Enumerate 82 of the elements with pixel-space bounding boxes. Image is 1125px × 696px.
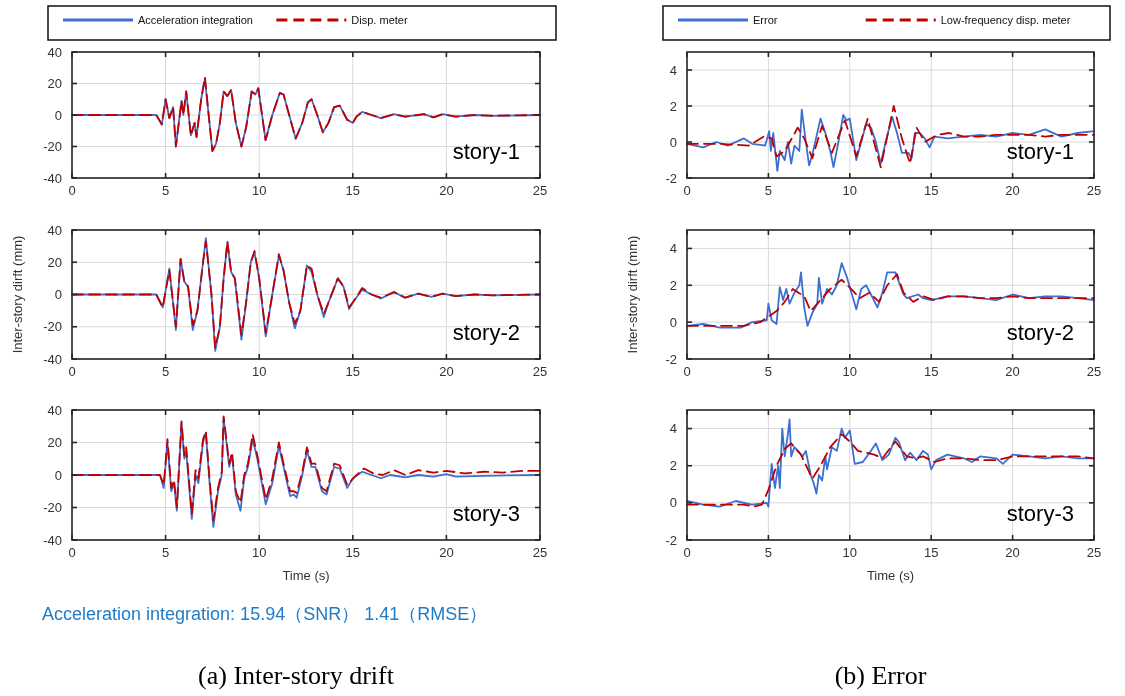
y-tick-label: 2 (669, 98, 677, 114)
x-tick-label: 10 (842, 364, 858, 379)
x-tick-label: 25 (532, 183, 548, 198)
x-tick-label: 5 (161, 183, 170, 198)
y-tick-label: 0 (54, 107, 62, 123)
y-tick-label: 4 (669, 240, 677, 256)
x-tick-label: 5 (161, 364, 170, 379)
x-tick-label: 0 (683, 183, 691, 198)
x-tick-label: 10 (842, 545, 858, 560)
x-tick-label: 0 (68, 364, 76, 379)
y-tick-label: -20 (43, 319, 62, 335)
y-tick-label: 0 (669, 495, 677, 511)
y-tick-label: 2 (669, 277, 677, 293)
x-tick-label: 25 (1086, 364, 1102, 379)
y-tick-label: -2 (665, 532, 677, 548)
x-tick-label: 0 (683, 545, 691, 560)
y-tick-label: 4 (669, 62, 677, 78)
y-tick-label: 40 (47, 44, 62, 60)
legend-label: Low-frequency disp. meter (940, 14, 1071, 26)
y-tick-label: 2 (669, 458, 677, 474)
y-tick-label: -20 (43, 500, 62, 515)
text: Acceleration integration: 15.94（SNR） 1.41（RMSE） (42, 604, 488, 624)
x-tick-label: 10 (842, 183, 858, 198)
text: (b) Error (834, 661, 927, 690)
annotation: story-2 (452, 319, 520, 345)
x-tick-label: 5 (161, 545, 170, 560)
y-tick-label: 20 (47, 254, 62, 270)
annotation: story-3 (452, 500, 520, 526)
text: (a) Inter-story drift (198, 661, 395, 690)
x-axis-title: Time (s) (866, 568, 915, 583)
y-tick-label: 40 (47, 222, 62, 238)
x-axis-title: Time (s) (282, 568, 330, 583)
legend-label: Acceleration integration (138, 14, 253, 26)
x-tick-label: 25 (1086, 545, 1102, 560)
annotation: story-3 (1006, 500, 1074, 526)
annotation: story-2 (1006, 319, 1074, 345)
x-tick-label: 20 (1005, 364, 1020, 379)
x-tick-label: 0 (68, 183, 76, 198)
y-tick-label: -20 (43, 139, 62, 154)
x-tick-label: 15 (345, 364, 361, 379)
y-tick-label: 0 (54, 287, 62, 302)
x-tick-label: 5 (764, 545, 773, 560)
y-tick-label: 4 (669, 421, 677, 437)
y-tick-label: 20 (47, 76, 62, 91)
annotation: story-1 (1006, 139, 1074, 165)
y-tick-label: -40 (43, 170, 62, 186)
annotation: story-1 (452, 139, 520, 165)
y-tick-label: 0 (669, 314, 677, 330)
x-tick-label: 15 (923, 183, 939, 198)
x-tick-label: 25 (532, 545, 548, 560)
x-tick-label: 5 (764, 364, 773, 379)
x-tick-label: 20 (439, 545, 454, 560)
legend-label: Disp. meter (351, 14, 408, 26)
x-tick-label: 10 (251, 364, 267, 379)
x-tick-label: 10 (251, 545, 267, 560)
x-tick-label: 15 (345, 183, 361, 198)
x-tick-label: 0 (68, 545, 76, 560)
x-tick-label: 5 (764, 183, 773, 198)
y-tick-label: -2 (665, 351, 677, 367)
y-tick-label: 0 (669, 134, 677, 150)
y-tick-label: 20 (47, 435, 62, 450)
y-tick-label: -2 (665, 170, 677, 186)
x-tick-label: 20 (1005, 183, 1020, 198)
x-tick-label: 15 (345, 545, 361, 560)
legend-label: Error (753, 14, 778, 26)
y-axis-title: Inter-story dirft (mm) (625, 235, 640, 354)
x-tick-label: 25 (1086, 183, 1102, 198)
x-tick-label: 20 (1005, 545, 1020, 560)
y-tick-label: -40 (43, 351, 62, 367)
line-series (686, 273, 1095, 327)
x-tick-label: 0 (683, 364, 691, 379)
x-tick-label: 10 (251, 183, 267, 198)
line-series (686, 433, 1095, 508)
x-tick-label: 15 (923, 545, 939, 560)
x-tick-label: 15 (923, 364, 939, 379)
x-tick-label: 25 (532, 364, 548, 379)
y-tick-label: 40 (47, 402, 62, 418)
x-tick-label: 20 (439, 183, 454, 198)
y-tick-label: -40 (43, 532, 62, 548)
x-tick-label: 20 (439, 364, 454, 379)
y-axis-title: Inter-story dirft (mm) (10, 235, 25, 354)
y-tick-label: 0 (54, 467, 62, 483)
